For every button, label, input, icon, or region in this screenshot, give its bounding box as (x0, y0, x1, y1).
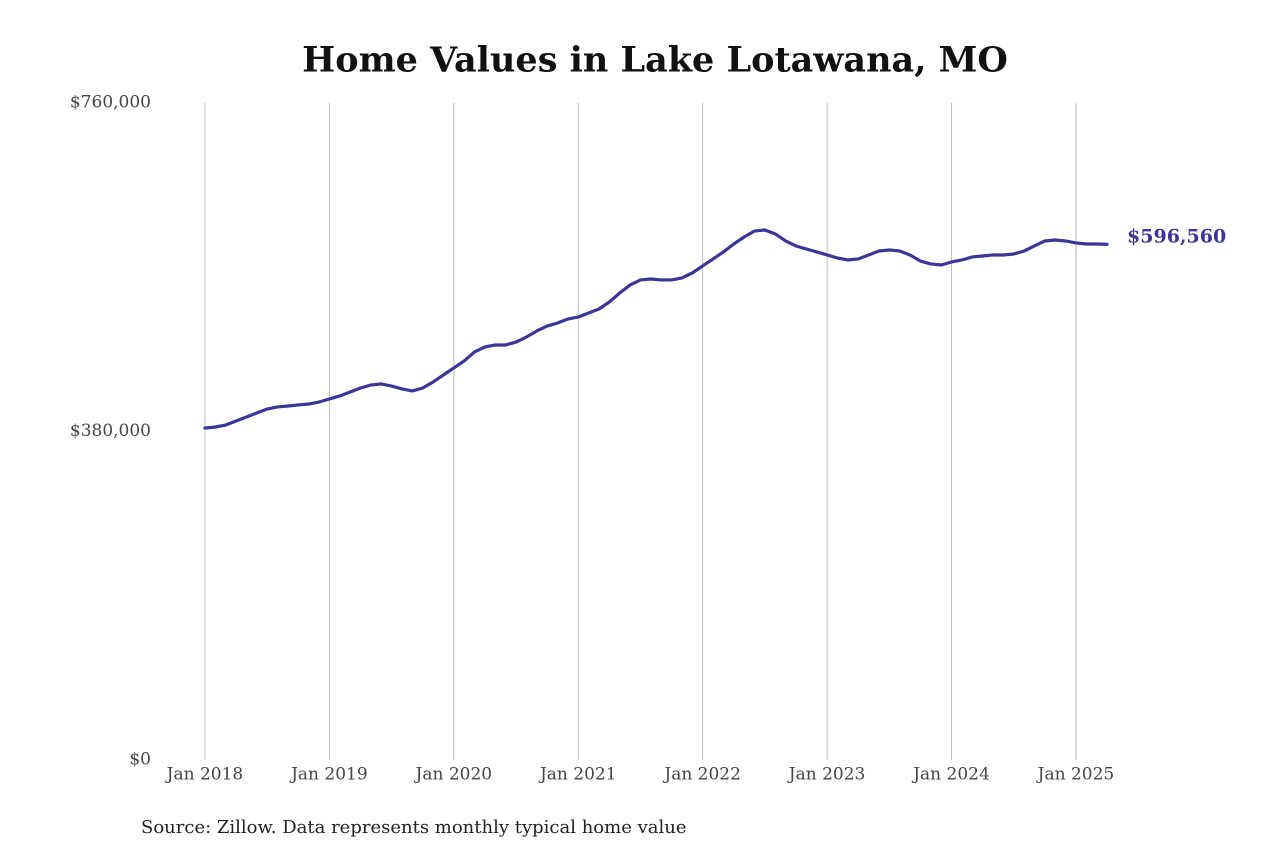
x-tick-label: Jan 2021 (538, 765, 617, 785)
x-tick-label: Jan 2018 (165, 765, 244, 785)
x-tick-label: Jan 2023 (787, 765, 866, 785)
chart-title: Home Values in Lake Lotawana, MO (302, 40, 1008, 81)
x-tick-label: Jan 2019 (289, 765, 368, 785)
data-line (203, 228, 1109, 430)
x-tick-label: Jan 2022 (662, 765, 741, 785)
y-tick-label: $380,000 (70, 421, 151, 441)
x-tick-label: Jan 2024 (911, 765, 990, 785)
x-tick-label: Jan 2025 (1036, 765, 1115, 785)
value-label: $596,560 (1127, 225, 1226, 247)
source-note: Source: Zillow. Data represents monthly … (141, 817, 687, 838)
y-tick-label: $0 (129, 750, 151, 770)
y-tick-label: $760,000 (70, 93, 151, 113)
x-tick-label: Jan 2020 (414, 765, 493, 785)
